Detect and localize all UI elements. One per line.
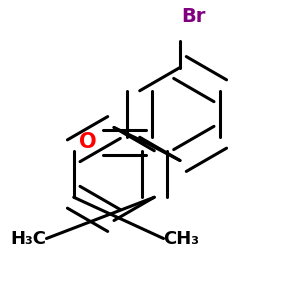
Text: Br: Br [181, 7, 206, 26]
Text: H₃C: H₃C [11, 230, 46, 247]
Text: CH₃: CH₃ [164, 230, 200, 247]
Text: O: O [79, 133, 97, 152]
